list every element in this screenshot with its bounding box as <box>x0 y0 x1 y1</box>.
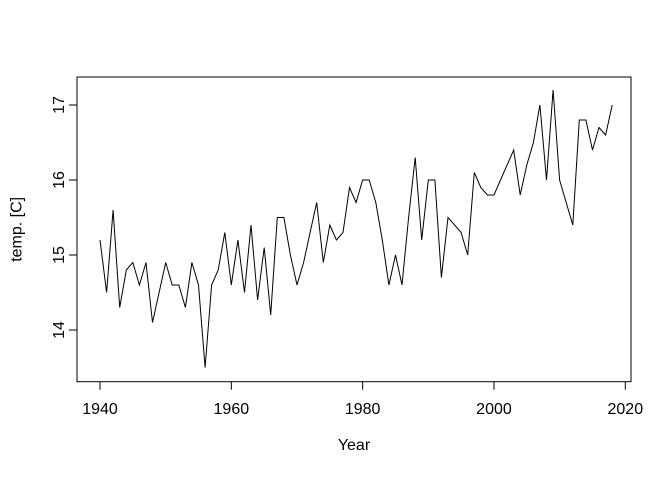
x-axis-title: Year <box>338 437 371 454</box>
y-tick-label: 16 <box>51 171 68 189</box>
x-tick-label: 2020 <box>608 401 644 418</box>
x-tick-label: 1940 <box>82 401 118 418</box>
x-tick-label: 2000 <box>476 401 512 418</box>
temperature-series-line <box>99 89 613 368</box>
x-axis: 1940 1960 1980 2000 2020 <box>82 381 644 418</box>
plot-box-border <box>76 76 632 383</box>
y-tick-label: 17 <box>51 96 68 114</box>
y-tick-label: 14 <box>51 321 68 339</box>
x-tick-label: 1960 <box>214 401 250 418</box>
y-axis: 14 15 16 17 <box>51 96 77 339</box>
x-tick-label: 1980 <box>345 401 381 418</box>
y-axis-title: temp. [C] <box>9 197 26 262</box>
y-tick-label: 15 <box>51 246 68 264</box>
